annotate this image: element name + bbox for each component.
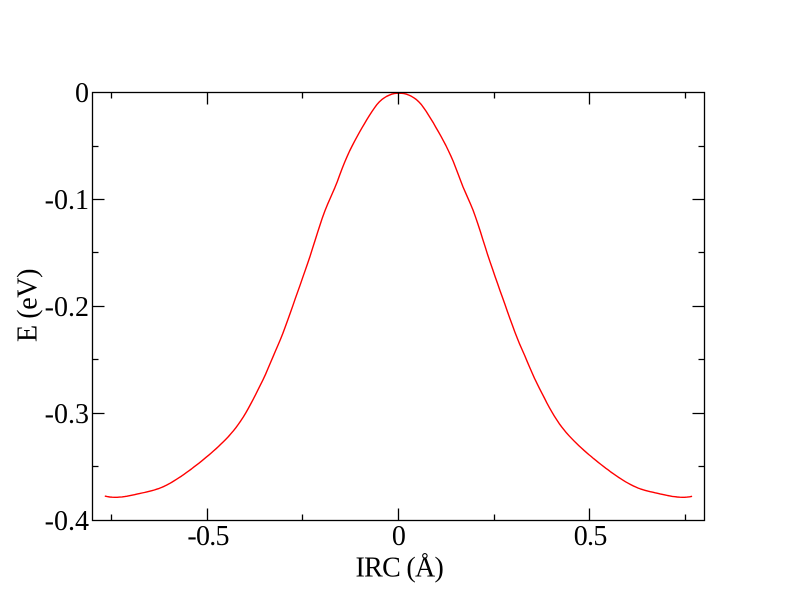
svg-text:-0.1: -0.1	[45, 185, 89, 216]
svg-text:-0.3: -0.3	[45, 399, 89, 430]
svg-text:-0.4: -0.4	[45, 506, 89, 537]
svg-text:0: 0	[392, 521, 406, 552]
svg-text:0.5: 0.5	[574, 521, 607, 552]
svg-text:0: 0	[75, 78, 89, 109]
svg-text:-0.5: -0.5	[187, 521, 229, 552]
svg-text:IRC (Å): IRC (Å)	[355, 552, 443, 583]
svg-text:-0.2: -0.2	[45, 292, 89, 323]
svg-text:E (eV): E (eV)	[13, 269, 44, 342]
